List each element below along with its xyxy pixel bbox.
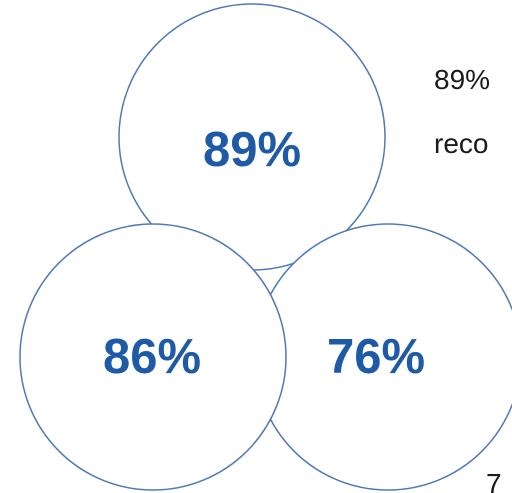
- bottom-left-circle: [19, 223, 287, 491]
- bottom-right-circle-value: 76%: [327, 330, 425, 384]
- top-circle-value: 89%: [203, 123, 301, 177]
- bottom-left-circle-value: 86%: [103, 330, 201, 384]
- side-text-bottom: 7: [486, 468, 502, 493]
- side-text-line-1: 89%: [434, 64, 491, 95]
- side-text-line-2: reco: [434, 128, 489, 159]
